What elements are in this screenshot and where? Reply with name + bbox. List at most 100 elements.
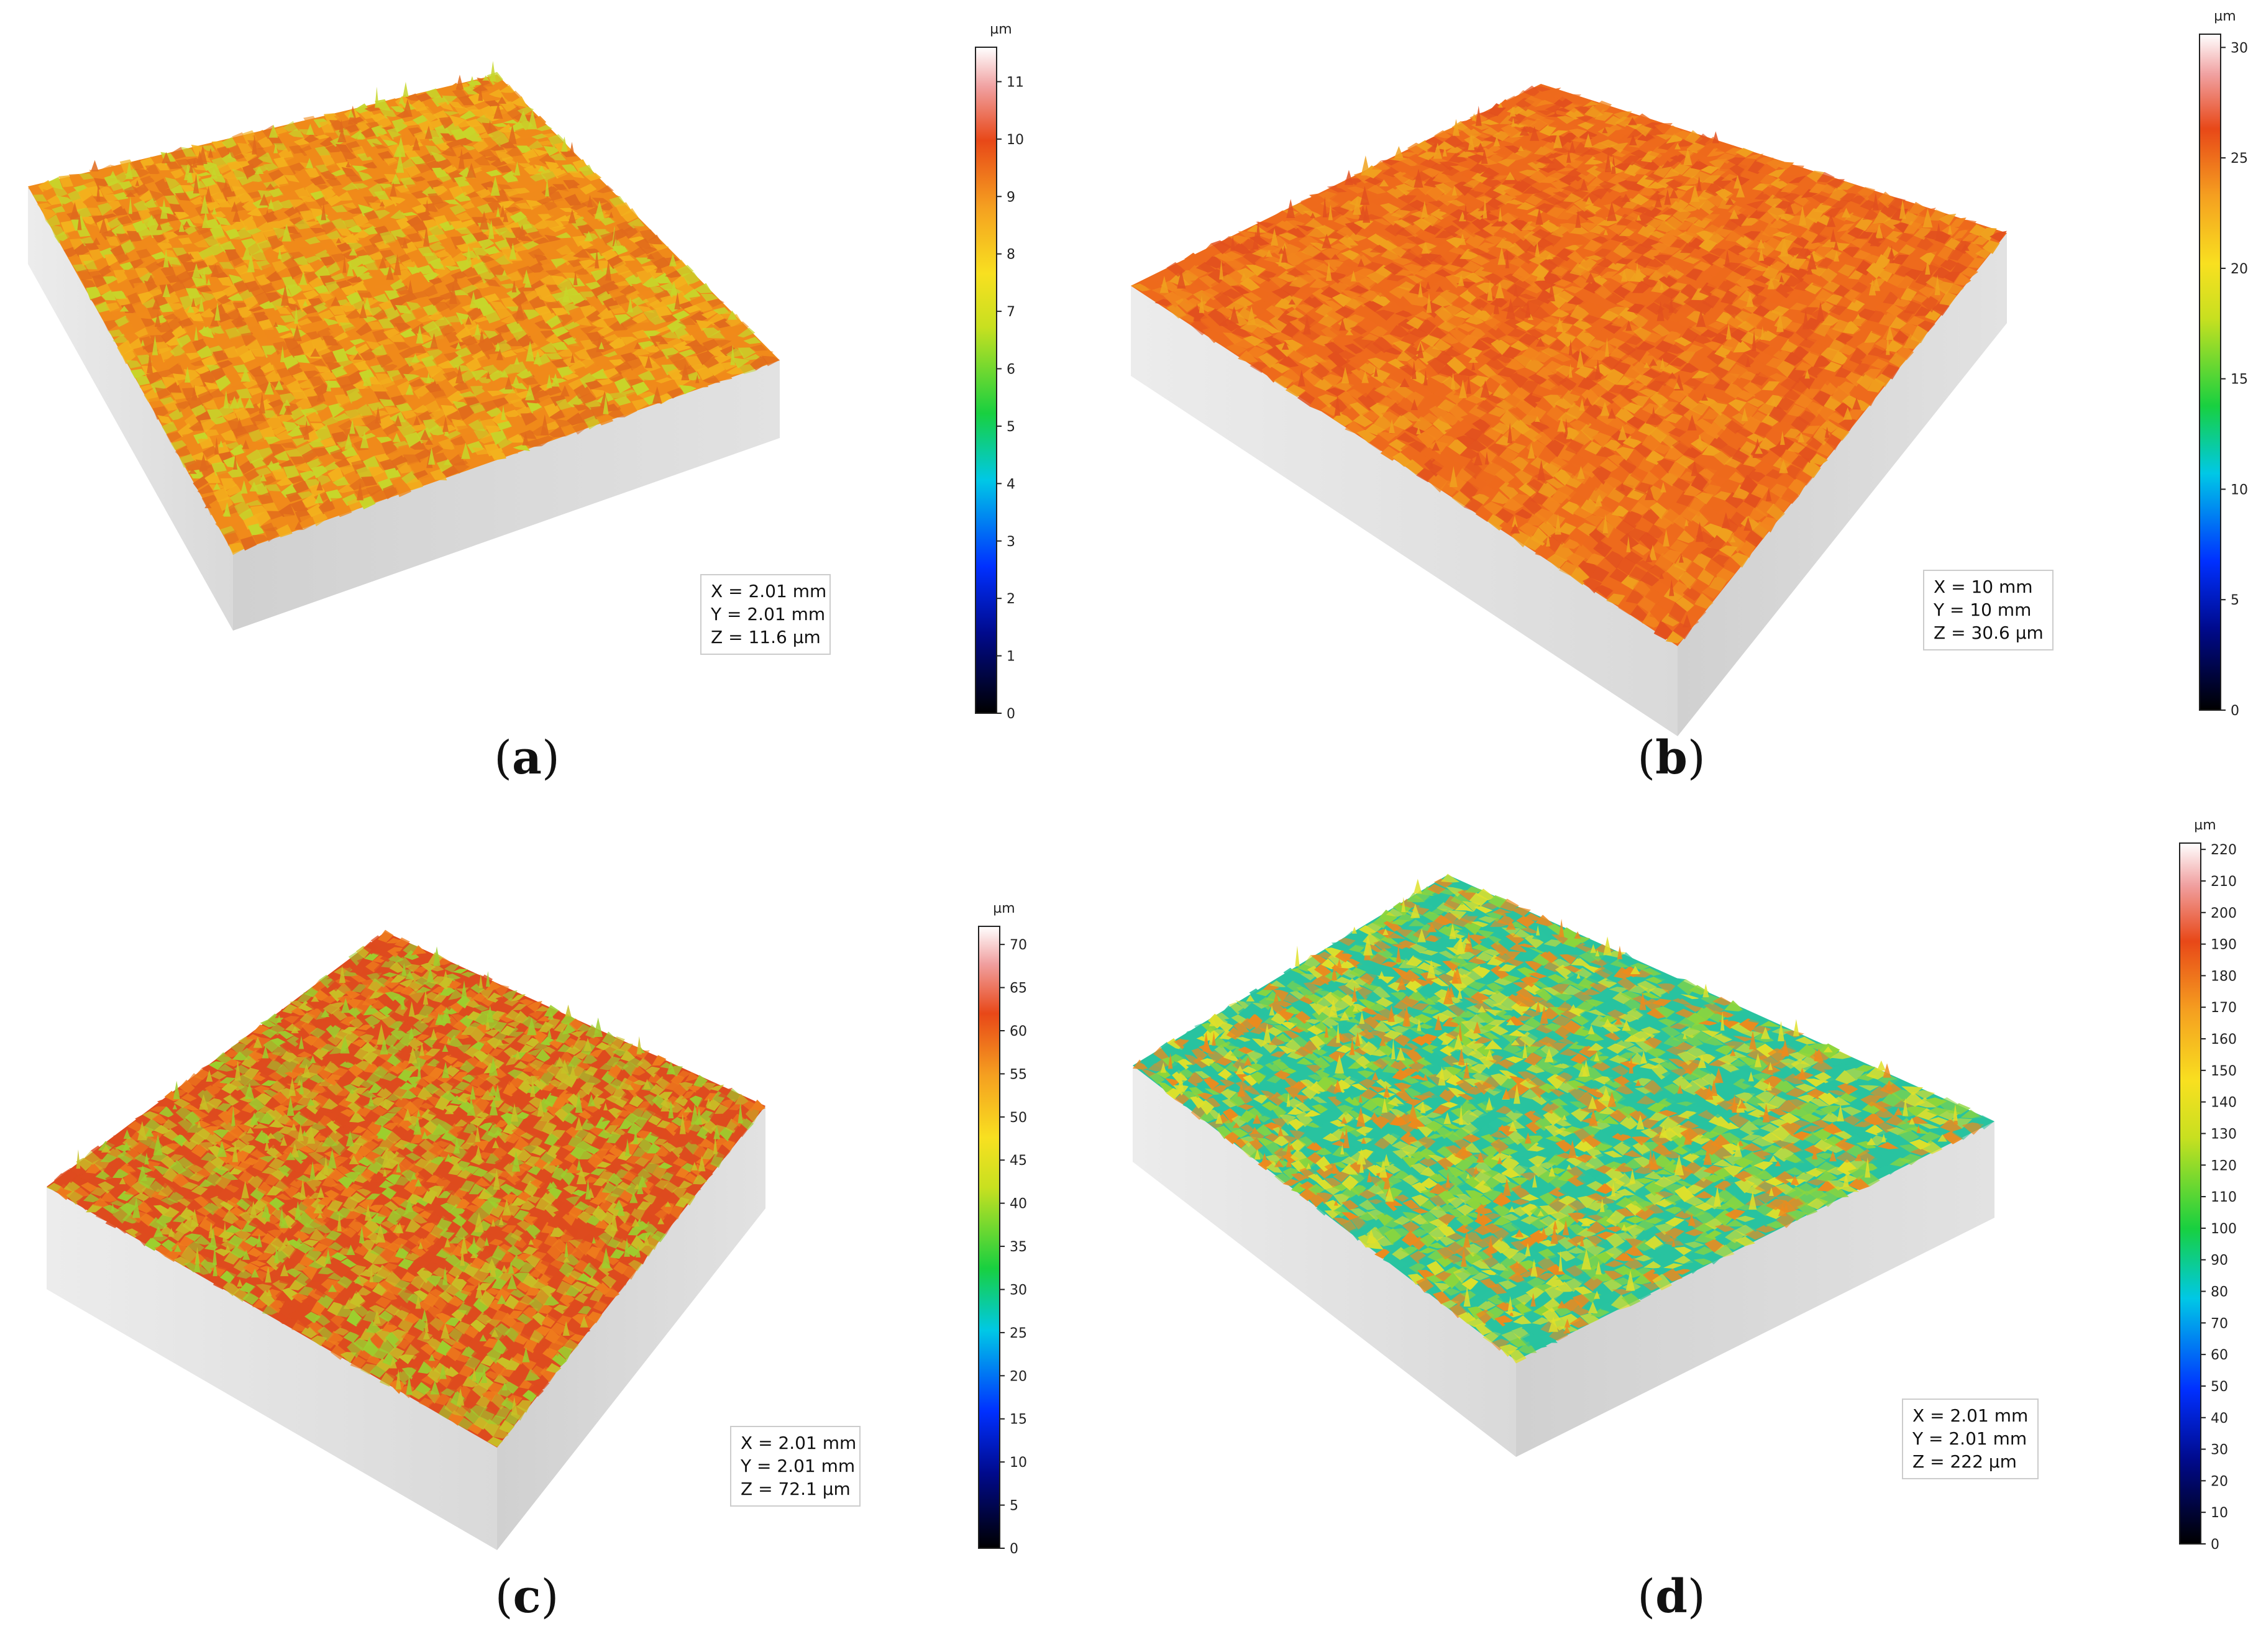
colorbar-tick-label: 5 [1007, 419, 1015, 435]
colorbar-tick-label: 11 [1007, 75, 1024, 90]
panel-caption: (b) [1637, 731, 1706, 785]
colorbar-tick-label: 10 [2231, 482, 2248, 498]
panel-caption: (a) [494, 731, 560, 785]
dimension-line: Z = 30.6 µm [1934, 623, 2044, 643]
colorbar-d: µm 0 10 20 30 40 50 60 70 80 90 100 110 120 130 140 150 1… [2179, 818, 2237, 1553]
colorbar-tick-label: 0 [1007, 706, 1015, 722]
block-side-left [1131, 286, 1678, 736]
colorbar-unit: µm [2194, 818, 2216, 833]
colorbar-tick-label: 10 [1007, 132, 1024, 148]
dimension-line: Y = 2.01 mm [740, 1456, 855, 1476]
panel-c: µm 0 5 10 15 20 25 30 35 40 45 50 55 60 65 70 X = 2.01 m… [47, 901, 1027, 1623]
colorbar-tick-label: 50 [2211, 1379, 2228, 1395]
colorbar-tick-label: 7 [1007, 304, 1015, 320]
colorbar-tick-label: 120 [2211, 1158, 2237, 1174]
colorbar-tick-label: 15 [1010, 1412, 1027, 1428]
dimension-line: X = 10 mm [1934, 577, 2033, 597]
colorbar-tick-label: 20 [2211, 1474, 2228, 1489]
dimension-line: Z = 72.1 µm [741, 1479, 851, 1499]
colorbar-gradient [978, 926, 1000, 1549]
colorbar-a: µm 0 1 2 3 4 5 6 7 8 9 10 11 [975, 22, 1024, 722]
dimension-line: Y = 2.01 mm [1912, 1428, 2027, 1449]
colorbar-tick-label: 15 [2231, 372, 2248, 388]
colorbar-tick-label: 10 [1010, 1455, 1027, 1471]
block-side-left [47, 1187, 497, 1550]
dimension-line: X = 2.01 mm [1912, 1405, 2028, 1426]
block-side-right [233, 360, 780, 631]
block-side-right [1516, 1121, 1994, 1457]
colorbar-tick-label: 40 [1010, 1197, 1027, 1212]
panel-d: µm 0 10 20 30 40 50 60 70 80 90 100 110 120 130 140 150 1… [1133, 818, 2237, 1623]
colorbar-tick-label: 30 [1010, 1282, 1027, 1298]
surface-c [47, 929, 765, 1448]
colorbar-gradient [975, 47, 997, 714]
colorbar-tick-label: 10 [2211, 1505, 2228, 1521]
colorbar-tick-label: 130 [2211, 1126, 2237, 1142]
colorbar-unit: µm [990, 22, 1012, 37]
colorbar-tick-label: 30 [2231, 40, 2248, 56]
colorbar-tick-label: 60 [2211, 1348, 2228, 1363]
dimension-line: Z = 222 µm [1912, 1451, 2017, 1472]
colorbar-tick-label: 8 [1007, 247, 1015, 263]
dimension-info-box: X = 2.01 mm Y = 2.01 mm Z = 72.1 µm [730, 1426, 861, 1507]
colorbar-tick-label: 4 [1007, 477, 1015, 492]
colorbar-tick-label: 2 [1007, 591, 1015, 607]
colorbar-tick-label: 0 [2231, 703, 2239, 719]
colorbar-tick-label: 70 [1010, 938, 1027, 953]
colorbar-tick-label: 20 [2231, 262, 2248, 277]
colorbar-tick-label: 25 [1010, 1326, 1027, 1341]
dimension-line: Y = 2.01 mm [710, 604, 825, 624]
dimension-line: X = 2.01 mm [711, 581, 826, 601]
colorbar-tick-label: 65 [1010, 981, 1027, 997]
colorbar-tick-label: 55 [1010, 1067, 1027, 1082]
colorbar-tick-label: 0 [1010, 1541, 1018, 1557]
colorbar-gradient [2179, 842, 2201, 1545]
dimension-info-box: X = 2.01 mmY = 2.01 mmZ = 222 µm [1902, 1399, 2039, 1479]
colorbar-tick-label: 210 [2211, 874, 2237, 890]
block-side-left [28, 186, 233, 631]
colorbar-tick-label: 0 [2211, 1537, 2219, 1553]
colorbar-tick-label: 30 [2211, 1443, 2228, 1458]
colorbar-gradient [2199, 34, 2221, 711]
dimension-line: Z = 11.6 µm [711, 627, 821, 647]
colorbar-tick-label: 5 [1010, 1499, 1018, 1514]
colorbar-tick-label: 25 [2231, 151, 2248, 167]
colorbar-tick-label: 190 [2211, 938, 2237, 953]
colorbar-tick-label: 110 [2211, 1190, 2237, 1205]
colorbar-tick-label: 1 [1007, 649, 1015, 665]
colorbar-tick-label: 160 [2211, 1032, 2237, 1047]
colorbar-tick-label: 140 [2211, 1095, 2237, 1111]
block-side-right [497, 1106, 765, 1550]
colorbar-tick-label: 45 [1010, 1153, 1027, 1169]
colorbar-tick-label: 3 [1007, 534, 1015, 550]
colorbar-tick-label: 35 [1010, 1239, 1027, 1255]
panel-caption: (c) [495, 1570, 559, 1623]
colorbar-tick-label: 200 [2211, 906, 2237, 921]
surface-a [28, 61, 780, 555]
colorbar-tick-label: 9 [1007, 189, 1015, 205]
dimension-info-box: X = 10 mm Y = 10 mm Z = 30.6 µm [1923, 570, 2054, 650]
colorbar-tick-label: 170 [2211, 1000, 2237, 1016]
surface-b [1131, 84, 2007, 646]
colorbar-tick-label: 220 [2211, 842, 2237, 858]
colorbar-unit: µm [2214, 9, 2236, 24]
dimension-info-box: X = 2.01 mm Y = 2.01 mm Z = 11.6 µm [700, 574, 831, 655]
colorbar-tick-label: 5 [2231, 593, 2239, 608]
colorbar-tick-label: 90 [2211, 1253, 2228, 1269]
colorbar-c: µm 0 5 10 15 20 25 30 35 40 45 50 55 60 65 70 [978, 901, 1027, 1557]
panel-a: µm 0 1 2 3 4 5 6 7 8 9 10 11 X = 2.01 mm Y = 2.01 mm Z … [28, 22, 1024, 785]
colorbar-tick-label: 50 [1010, 1110, 1027, 1126]
colorbar-tick-label: 6 [1007, 362, 1015, 378]
colorbar-unit: µm [993, 901, 1015, 916]
colorbar-tick-label: 100 [2211, 1221, 2237, 1237]
block-side-right [1678, 233, 2007, 736]
colorbar-tick-label: 70 [2211, 1316, 2228, 1331]
block-side-left [1133, 1066, 1516, 1457]
colorbar-tick-label: 20 [1010, 1369, 1027, 1384]
colorbar-tick-label: 180 [2211, 969, 2237, 984]
colorbar-tick-label: 150 [2211, 1064, 2237, 1079]
panel-caption: (d) [1637, 1570, 1706, 1623]
panel-b: µm 0 5 10 15 20 25 30 X = 10 mm Y = 10 mm Z = 30.6… [1131, 9, 2248, 785]
